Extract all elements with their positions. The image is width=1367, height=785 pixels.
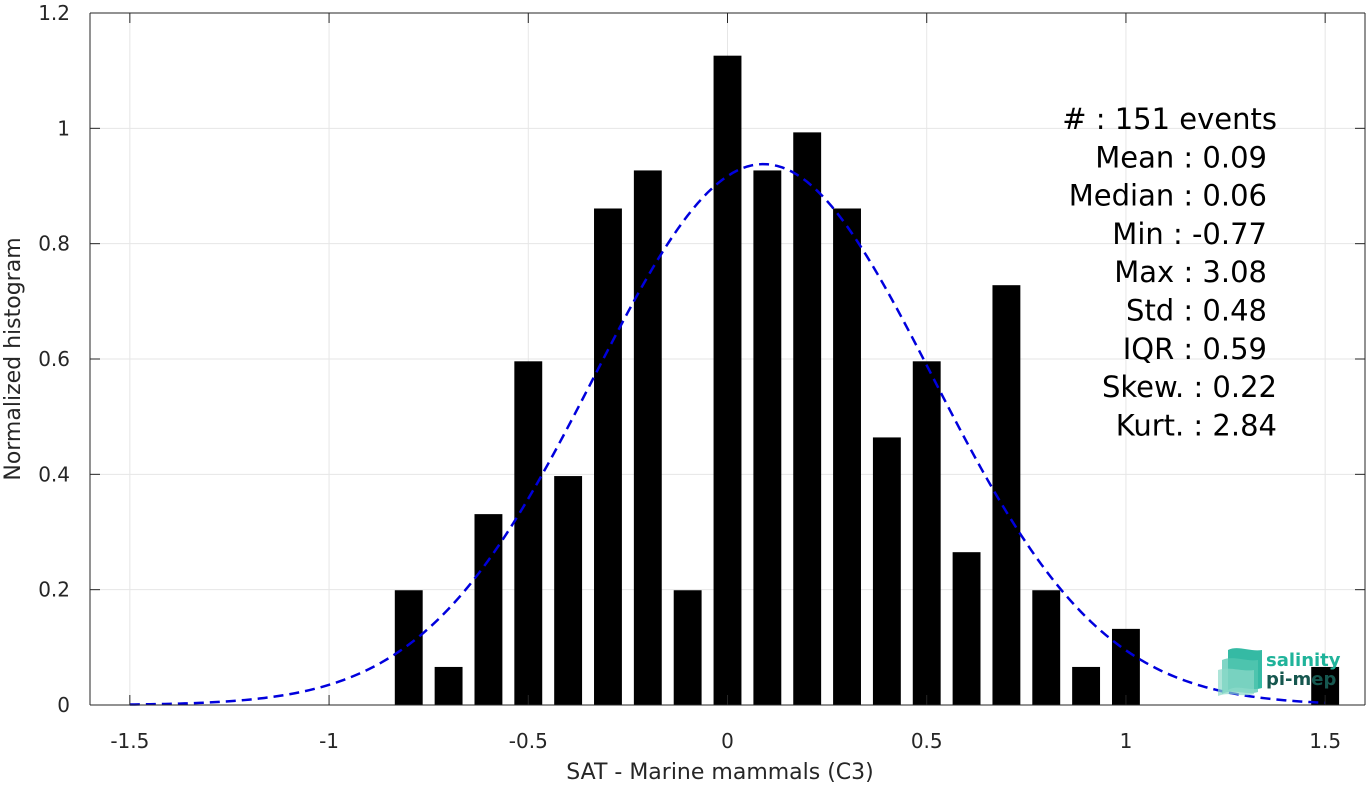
y-tick-label-5: 1 (57, 116, 70, 140)
logo-wave-icon (1218, 648, 1262, 696)
stat-line-0: # : 151 events (1062, 102, 1277, 136)
y-tick-label-6: 1.2 (38, 1, 70, 25)
y-tick-label-4: 0.8 (38, 232, 70, 256)
y-tick-label-0: 0 (57, 693, 70, 717)
histogram-bar-2 (474, 514, 503, 705)
x-tick-label-5: 1 (1120, 729, 1133, 753)
histogram-bar-14 (952, 552, 981, 705)
histogram-bar-3 (514, 361, 543, 705)
y-tick-label-2: 0.4 (38, 462, 70, 486)
x-axis-ticks: -1.5 -1 -0.5 0 0.5 1 1.5 (110, 13, 1341, 753)
histogram-bar-1 (434, 666, 463, 705)
logo-text-pimep: pi-mep (1266, 669, 1336, 690)
x-tick-label-3: 0 (721, 729, 734, 753)
stat-line-2: Median : 0.06 (1069, 179, 1267, 213)
histogram-bar-17 (1072, 666, 1101, 705)
x-axis-label: SAT - Marine mammals (C3) (566, 760, 874, 785)
histogram-bar-5 (594, 208, 622, 706)
histogram-bar-12 (872, 437, 901, 705)
histogram-bar-11 (833, 208, 861, 706)
y-tick-label-1: 0.2 (38, 578, 70, 602)
histogram-bar-4 (554, 476, 583, 705)
x-tick-label-1: -1 (319, 729, 339, 753)
logo-text-salinity: salinity (1266, 650, 1341, 671)
stat-line-3: Min : -0.77 (1112, 217, 1267, 251)
histogram-bar-8 (713, 55, 742, 705)
y-tick-label-3: 0.6 (38, 347, 70, 371)
histogram-bars (394, 55, 1340, 706)
histogram-bar-10 (793, 132, 822, 705)
stat-line-1: Mean : 0.09 (1095, 140, 1267, 174)
salinity-pimep-logo: salinity pi-mep (1218, 648, 1341, 696)
x-tick-label-4: 0.5 (911, 729, 943, 753)
x-tick-label-6: 1.5 (1309, 729, 1341, 753)
stat-line-4: Max : 3.08 (1114, 255, 1267, 289)
normal-fit-curve (129, 162, 1326, 706)
histogram-bar-18 (1111, 628, 1140, 705)
y-axis-ticks: 0 0.2 0.4 0.6 0.8 1 1.2 (38, 1, 1365, 717)
histogram-bar-0 (394, 590, 423, 705)
histogram-bar-7 (673, 590, 702, 705)
stat-line-5: Std : 0.48 (1126, 294, 1267, 328)
stat-line-8: Kurt. : 2.84 (1116, 408, 1277, 442)
statistics-box: # : 151 events Mean : 0.09 Median : 0.06 Mi… (1062, 102, 1277, 442)
histogram-bar-16 (1032, 590, 1061, 705)
x-tick-label-0: -1.5 (110, 729, 149, 753)
stat-line-7: Skew. : 0.22 (1102, 370, 1277, 404)
histogram-bar-9 (753, 170, 782, 705)
y-axis-label: Normalized histogram (1, 237, 26, 480)
x-tick-label-2: -0.5 (509, 729, 548, 753)
histogram-bar-6 (633, 170, 662, 705)
stat-line-6: IQR : 0.59 (1123, 332, 1267, 366)
histogram-bar-13 (912, 361, 941, 705)
